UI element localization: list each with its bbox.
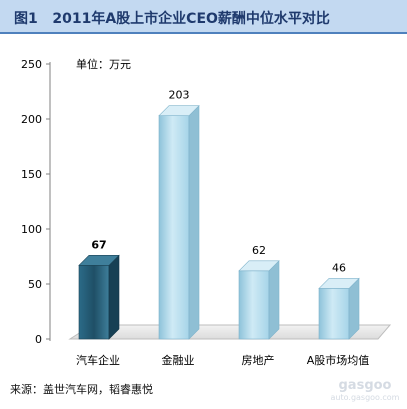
y-tick-label: 200 bbox=[21, 113, 42, 126]
bar-top bbox=[318, 278, 360, 289]
bar-group: 46 bbox=[318, 261, 360, 340]
title-text: 2011年A股上市企业CEO薪酬中位水平对比 bbox=[52, 11, 330, 27]
bar-top bbox=[238, 260, 280, 272]
chart-title: 图1 2011年A股上市企业CEO薪酬中位水平对比 bbox=[14, 8, 330, 28]
unit-label: 单位：万元 bbox=[76, 57, 131, 71]
bar-top bbox=[78, 255, 120, 266]
watermark-url: auto.gasgoo.com bbox=[330, 393, 400, 402]
x-tick-label: A股市场均值 bbox=[307, 353, 370, 367]
bar bbox=[318, 288, 350, 340]
y-tick-label: 150 bbox=[21, 168, 42, 181]
x-tick-label: 金融业 bbox=[162, 353, 195, 367]
bar-chart: 0 50 100 150 200 250 67 汽车企业 203 金融业 62 房地产 46 A股市场均… bbox=[21, 57, 392, 367]
bar-side bbox=[268, 260, 280, 340]
y-tick-label: 0 bbox=[35, 333, 42, 346]
data-label: 62 bbox=[252, 244, 266, 257]
x-tick-label: 汽车企业 bbox=[76, 353, 120, 367]
bar-group: 62 bbox=[238, 244, 280, 340]
figure-label: 图1 bbox=[14, 11, 38, 27]
y-tick-label: 250 bbox=[21, 58, 42, 71]
bar-group: 67 bbox=[78, 238, 120, 340]
data-label: 203 bbox=[169, 89, 190, 102]
bar-side bbox=[188, 104, 200, 340]
watermark-logo-text: gasgoo bbox=[338, 378, 392, 393]
watermark-logo: gasgoo auto.gasgoo.com bbox=[328, 378, 402, 402]
x-tick-label: 房地产 bbox=[242, 353, 275, 367]
bar-top bbox=[158, 105, 200, 116]
data-label: 46 bbox=[332, 261, 346, 274]
bar bbox=[238, 270, 270, 340]
bar-side bbox=[108, 254, 120, 340]
data-label: 67 bbox=[91, 238, 106, 251]
bar bbox=[158, 115, 190, 340]
bar-group: 203 bbox=[158, 89, 200, 340]
y-tick-label: 50 bbox=[28, 278, 42, 291]
bar-side bbox=[348, 277, 360, 340]
source-note: 来源：盖世汽车网，韬睿惠悦 bbox=[10, 383, 153, 396]
title-bar: 图1 2011年A股上市企业CEO薪酬中位水平对比 bbox=[0, 0, 407, 34]
bar bbox=[78, 265, 110, 340]
y-tick-label: 100 bbox=[21, 223, 42, 236]
